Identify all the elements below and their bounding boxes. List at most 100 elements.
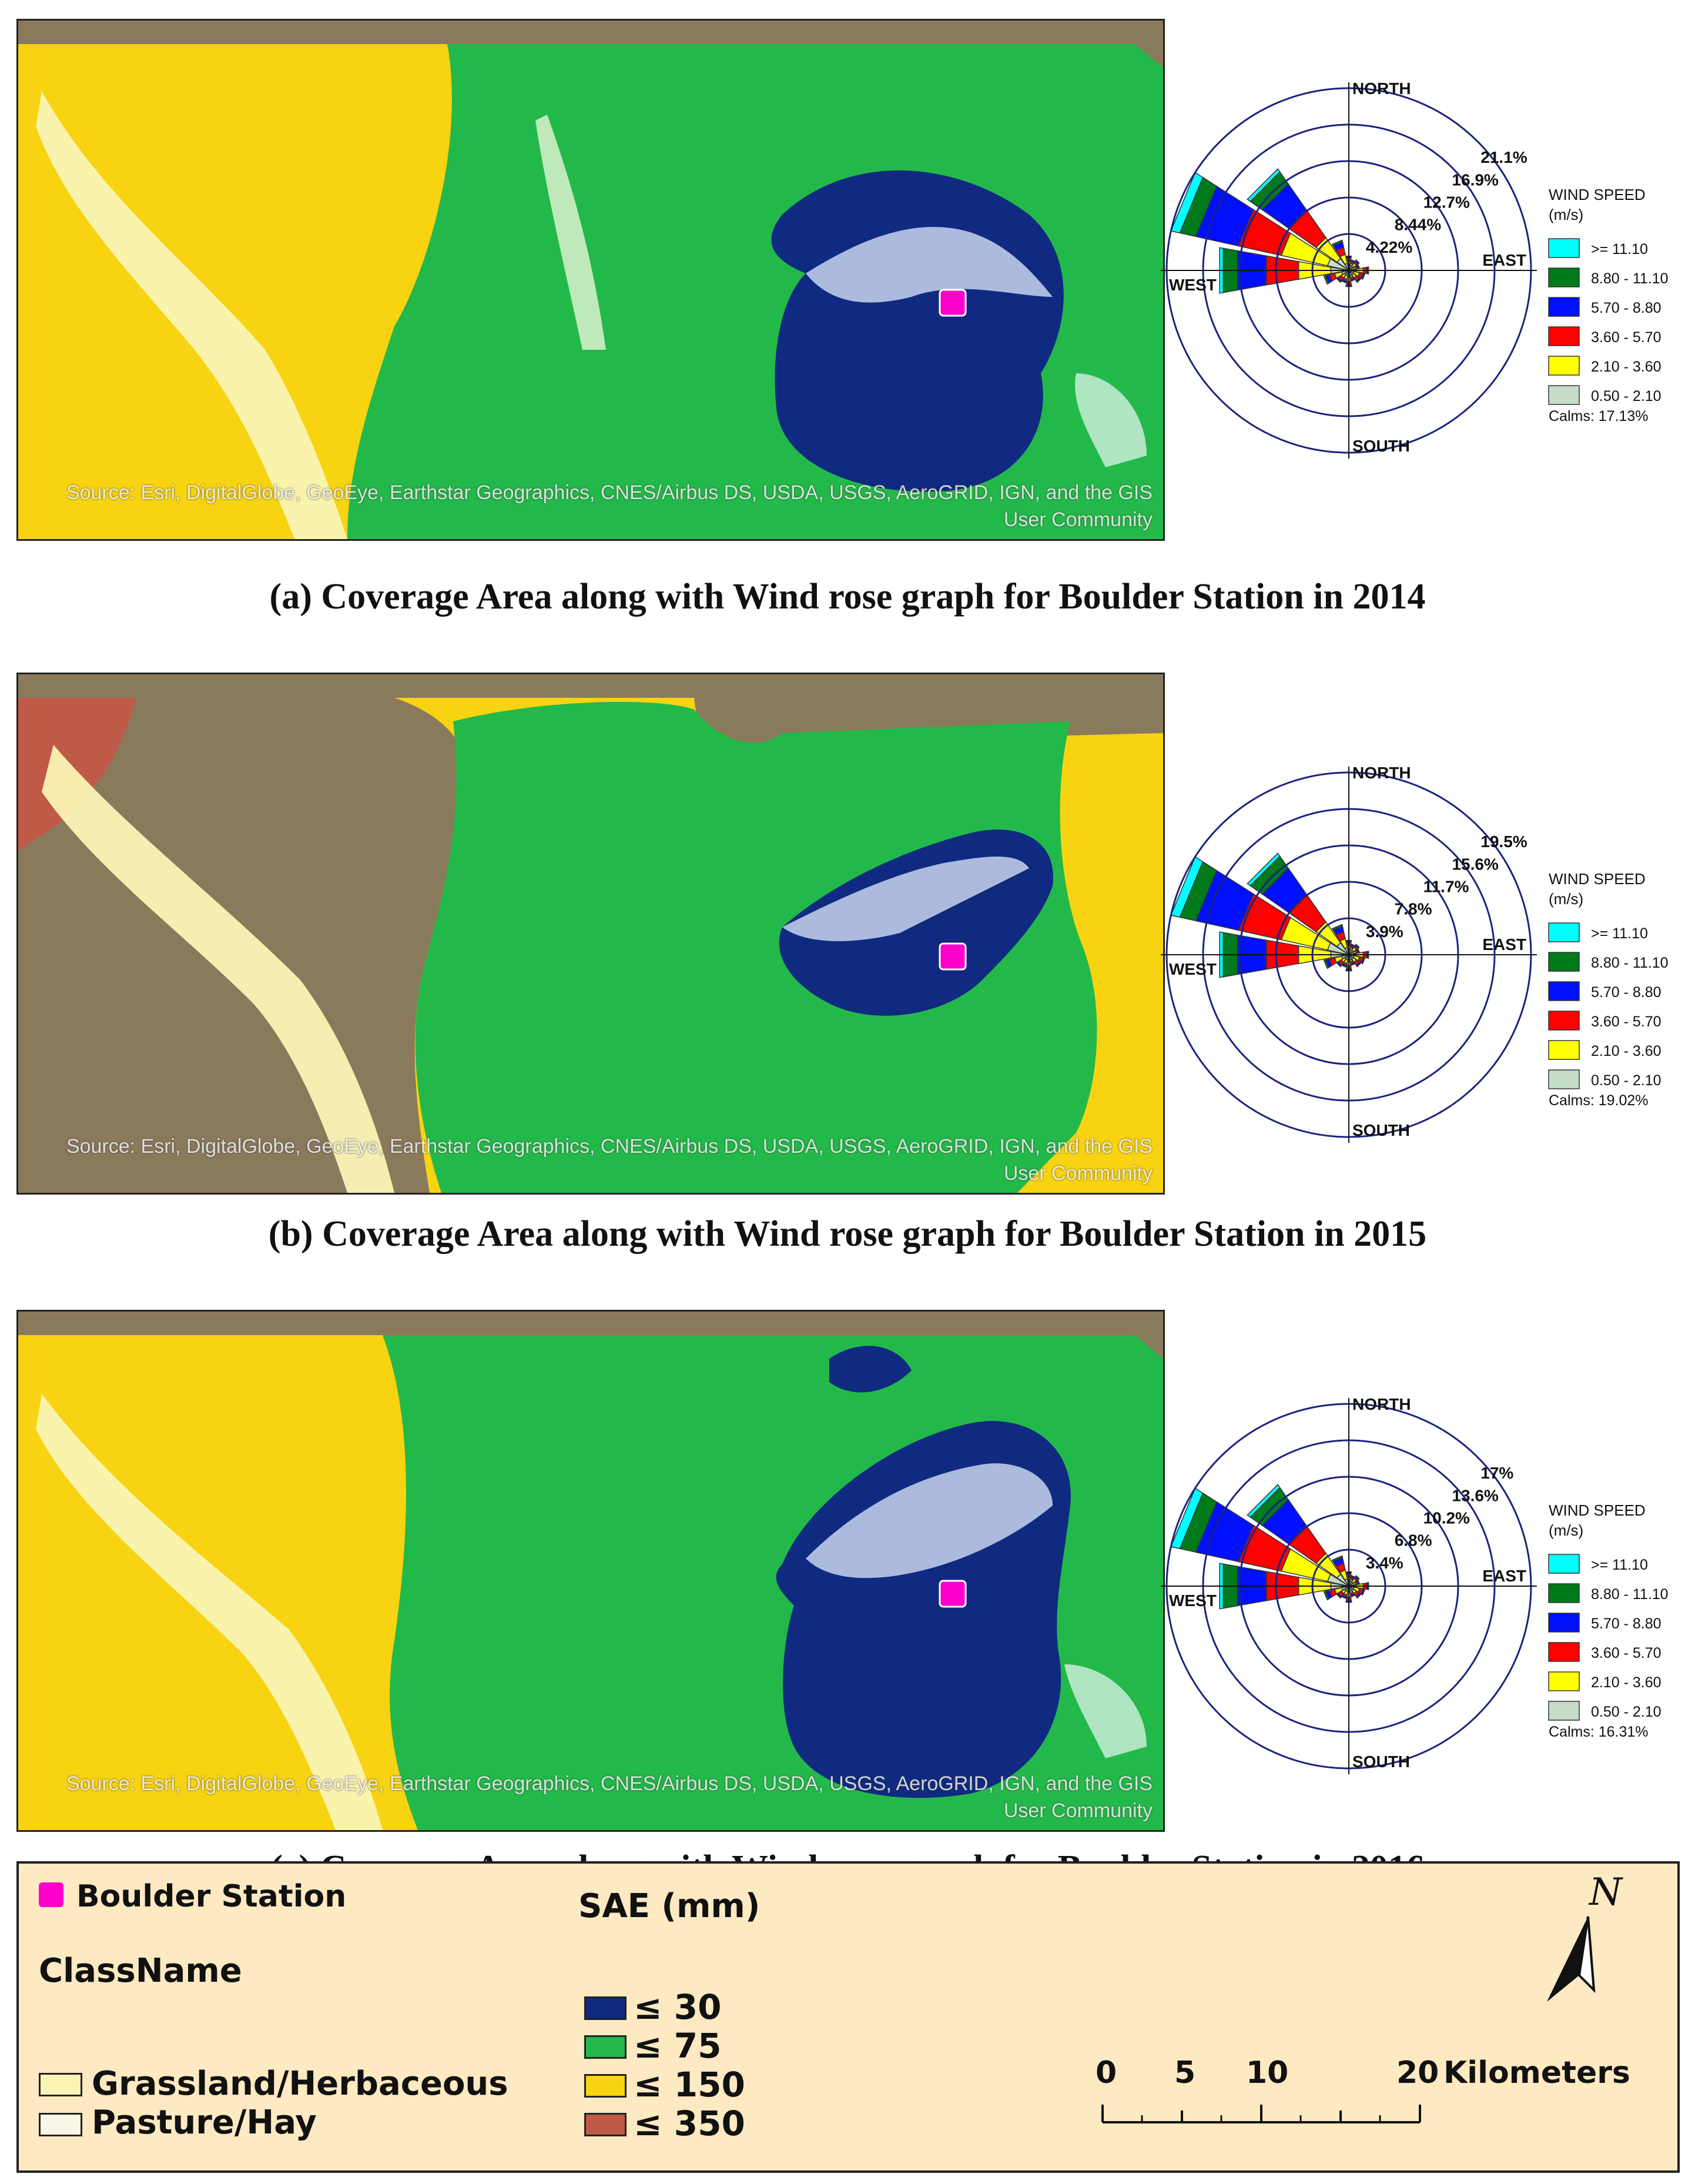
windrose-legend-swatch <box>1548 1701 1580 1721</box>
windrose-calms-label: Calms: 16.31% <box>1549 1724 1649 1740</box>
windrose-legend-swatch <box>1548 1011 1580 1031</box>
map-credit: Source: Esri, DigitalGlobe, GeoEye, Eart… <box>18 1133 1153 1187</box>
windrose-ring-label: 17% <box>1480 1464 1513 1482</box>
caption-2015: (b) Coverage Area along with Wind rose g… <box>268 1214 1427 1254</box>
windrose-petal <box>1355 1593 1362 1599</box>
windrose-legend-label: 2.10 - 3.60 <box>1591 359 1661 375</box>
windrose-petal <box>1354 1575 1360 1581</box>
coverage-map-2014: Source: Esri, DigitalGlobe, GeoEye, Eart… <box>16 19 1165 541</box>
windrose-direction-label: WEST <box>1169 960 1217 978</box>
windrose-petal <box>1247 1484 1281 1518</box>
sae-30-region <box>771 170 1064 492</box>
windrose-direction-label: EAST <box>1482 251 1526 269</box>
windrose-ring-label: 19.5% <box>1480 832 1527 851</box>
windrose-petal <box>1354 259 1360 265</box>
windrose-2014: NORTH SOUTH EAST WEST 4.22% 8.44% 12.7% 16.9% 21… <box>1161 79 1669 459</box>
scale-unit: Kilometers <box>1443 2055 1630 2091</box>
windrose-direction-label: SOUTH <box>1352 437 1410 455</box>
grassland-region <box>36 1394 383 1830</box>
map-credit: Source: Esri, DigitalGlobe, GeoEye, Eart… <box>18 1770 1153 1824</box>
grassland-swatch <box>39 2073 82 2096</box>
windrose-ring-label: 15.6% <box>1452 855 1498 873</box>
windrose-legend-swatch <box>1548 356 1580 376</box>
windrose-ring-label: 4.22% <box>1366 238 1412 256</box>
coverage-map-2016: Source: Esri, DigitalGlobe, GeoEye, Eart… <box>16 1310 1165 1832</box>
windrose-petal <box>1336 1593 1342 1599</box>
windrose-legend-swatch <box>1548 1040 1580 1060</box>
windrose-calms-label: Calms: 17.13% <box>1549 408 1649 424</box>
windrose-legend-label: 0.50 - 2.10 <box>1591 1704 1661 1720</box>
windrose-petal <box>1356 263 1361 269</box>
coverage-map-2015: Source: Esri, DigitalGlobe, GeoEye, Eart… <box>16 673 1165 1195</box>
scale-tick-label: 10 <box>1246 2055 1289 2091</box>
windrose-petal <box>1355 277 1362 283</box>
windrose-2015: NORTH SOUTH EAST WEST 3.9% 7.8% 11.7% 15.6% 19.5… <box>1161 764 1669 1143</box>
windrose-petal <box>1341 279 1347 284</box>
sae-swatch <box>584 2113 627 2136</box>
credit-line: Source: Esri, DigitalGlobe, GeoEye, Eart… <box>66 1772 1153 1795</box>
windrose-petal <box>1355 961 1362 968</box>
windrose-legend-unit: (m/s) <box>1549 206 1583 223</box>
windrose-ring-label: 6.8% <box>1395 1531 1432 1550</box>
coverage-map-svg <box>18 1312 1163 1830</box>
windrose-legend-unit: (m/s) <box>1549 1521 1583 1539</box>
windrose-petal <box>1336 961 1342 968</box>
windrose-legend-swatch <box>1548 1583 1580 1603</box>
windrose-legend-label: 8.80 - 11.10 <box>1591 955 1669 971</box>
windrose-petal <box>1323 959 1329 969</box>
windrose-legend-label: 2.10 - 3.60 <box>1591 1043 1661 1059</box>
windrose-petal <box>1341 1594 1347 1600</box>
windrose-legend-label: 5.70 - 8.80 <box>1591 300 1661 316</box>
credit-line: Source: Esri, DigitalGlobe, GeoEye, Eart… <box>66 1135 1153 1158</box>
windrose-legend-swatch <box>1548 267 1580 287</box>
classname-title: ClassName <box>39 1952 242 1990</box>
windrose-legend-label: 0.50 - 2.10 <box>1591 388 1661 404</box>
windrose-legend-label: 3.60 - 5.70 <box>1591 1645 1661 1661</box>
windrose-legend-label: 8.80 - 11.10 <box>1591 270 1669 287</box>
windrose-legend-swatch <box>1548 326 1580 346</box>
windrose-petal <box>1341 963 1347 968</box>
windrose-petal <box>1350 1574 1356 1579</box>
windrose-ring-label: 7.8% <box>1395 900 1432 918</box>
windrose-legend-title: WIND SPEED <box>1549 870 1646 888</box>
scale-tick-label: 0 <box>1096 2055 1117 2091</box>
windrose-calms-label: Calms: 19.02% <box>1549 1092 1649 1109</box>
windrose-legend-swatch <box>1548 1642 1580 1662</box>
windrose-legend-label: 5.70 - 8.80 <box>1591 1616 1661 1632</box>
windrose-petal <box>1356 948 1361 954</box>
windrose-direction-label: NORTH <box>1352 764 1411 782</box>
windrose-legend-swatch <box>1548 922 1580 942</box>
sae-swatch <box>584 1996 627 2020</box>
windrose-legend-label: 2.10 - 3.60 <box>1591 1674 1661 1691</box>
caption-2014: (a) Coverage Area along with Wind rose g… <box>269 577 1426 617</box>
windrose-ring-label: 13.6% <box>1452 1486 1498 1504</box>
windrose-petal <box>1323 275 1329 285</box>
boulder-station-marker <box>939 1580 967 1608</box>
windrose-direction-label: WEST <box>1169 276 1217 294</box>
windrose-legend-swatch <box>1548 1069 1580 1089</box>
windrose-direction-label: EAST <box>1482 935 1526 954</box>
grassland-label: Grassland/Herbaceous <box>92 2065 508 2103</box>
windrose-2016: NORTH SOUTH EAST WEST 3.4% 6.8% 10.2% 13.6% 17% W… <box>1161 1395 1669 1774</box>
windrose-petal <box>1354 944 1360 949</box>
scale-tick-label: 20 <box>1396 2055 1439 2091</box>
sae-150-region <box>18 44 452 539</box>
windrose-legend-title: WIND SPEED <box>1549 1501 1646 1519</box>
pasture-label: Pasture/Hay <box>92 2103 317 2142</box>
windrose-petal <box>1360 273 1366 280</box>
coverage-map-svg <box>18 674 1163 1193</box>
windrose-legend-title: WIND SPEED <box>1549 186 1646 203</box>
windrose-petal <box>1350 962 1356 966</box>
windrose-legend-swatch <box>1548 238 1580 258</box>
windrose-petal <box>1350 1593 1356 1598</box>
map-legend: Boulder Station ClassName Grassland/Herb… <box>16 1861 1680 2173</box>
sae-label: ≤ 75 <box>634 2026 722 2066</box>
windrose-direction-label: WEST <box>1169 1591 1217 1610</box>
windrose-legend-swatch <box>1548 952 1580 972</box>
windrose-direction-label: SOUTH <box>1352 1121 1410 1139</box>
windrose-legend-swatch <box>1548 1671 1580 1691</box>
windrose-legend-unit: (m/s) <box>1549 890 1583 908</box>
windrose-petal <box>1331 1555 1344 1563</box>
windrose-direction-label: EAST <box>1482 1567 1526 1585</box>
windrose-petal <box>1336 277 1342 283</box>
